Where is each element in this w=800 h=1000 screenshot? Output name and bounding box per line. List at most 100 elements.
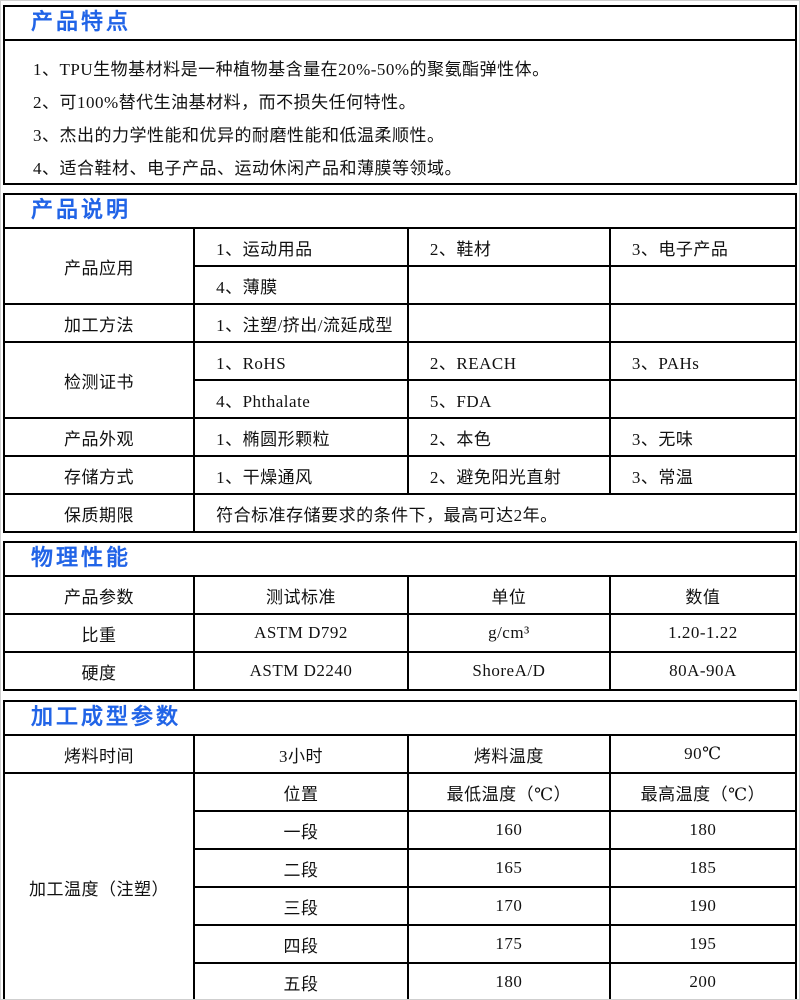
desc-cell: 1、运动用品 [193,227,409,267]
desc-cell: 4、薄膜 [193,265,409,305]
table-row: 三段 170 190 [4,886,798,926]
desc-cell-empty [608,265,798,305]
desc-row-label-certificates: 检测证书 [2,341,196,419]
feature-item: 4、适合鞋材、电子产品、运动休闲产品和薄膜等领域。 [33,159,462,178]
bake-time-value: 3小时 [193,734,409,774]
desc-cell: 3、常温 [608,455,798,495]
temp-min-value: 180 [406,962,611,999]
table-row: 硬度 ASTM D2240 ShoreA/D 80A-90A [2,651,798,691]
table-row: 加工温度（注塑） 位置 最低温度（℃） 最高温度（℃） [2,772,798,999]
desc-cell: 5、FDA [406,379,611,419]
desc-cell: 3、PAHs [608,341,798,381]
stage-label: 五段 [193,962,409,999]
table-row: 四段 175 195 [4,924,798,964]
temp-col-header: 最高温度（℃） [608,772,798,812]
section-title-physical: 物理性能 [31,545,132,570]
feature-item: 3、杰出的力学性能和优异的耐磨性能和低温柔顺性。 [33,126,445,145]
desc-cell: 2、本色 [406,417,611,457]
desc-cell: 3、电子产品 [608,227,798,267]
physical-unit: g/cm³ [406,613,611,653]
desc-cell: 2、鞋材 [406,227,611,267]
desc-cell-empty [406,303,611,343]
desc-row-label-appearance: 产品外观 [2,417,196,457]
description-header-box: 产品说明 [3,193,797,229]
temp-max-value: 200 [608,962,798,999]
desc-cell: 2、REACH [406,341,611,381]
desc-cell: 1、椭圆形颗粒 [193,417,409,457]
table-row: 烤料时间 3小时 烤料温度 90℃ [2,734,798,774]
desc-cell: 1、RoHS [193,341,409,381]
table-row: 比重 ASTM D792 g/cm³ 1.20-1.22 [2,613,798,653]
physical-col-header: 产品参数 [2,575,196,615]
physical-properties-table: 产品参数 测试标准 单位 数值 比重 ASTM D792 g/cm³ 1.20-… [2,575,798,691]
section-molding-parameters: 加工成型参数 烤料时间 3小时 烤料温度 90℃ 加工温度（注塑） 位置 最低温… [2,700,798,999]
physical-col-header: 数值 [608,575,798,615]
desc-cell: 2、避免阳光直射 [406,455,611,495]
physical-unit: ShoreA/D [406,651,611,691]
physical-value: 80A-90A [608,651,798,691]
injection-temp-label: 加工温度（注塑） [2,772,196,999]
bake-time-label: 烤料时间 [2,734,196,774]
section-product-description: 产品说明 产品应用 1、运动用品 2、鞋材 3、电子产品 4、薄膜 加工方法 1… [2,193,798,533]
desc-cell: 4、Phthalate [193,379,409,419]
table-row: 产品外观 1、椭圆形颗粒 2、本色 3、无味 [2,417,798,457]
stage-label: 一段 [193,810,409,850]
physical-value: 1.20-1.22 [608,613,798,653]
temp-max-value: 180 [608,810,798,850]
table-row: 存储方式 1、干燥通风 2、避免阳光直射 3、常温 [2,455,798,495]
table-row: 4、薄膜 [4,265,798,305]
temp-min-value: 170 [406,886,611,926]
table-row: 五段 180 200 [4,962,798,999]
physical-test-standard: ASTM D792 [193,613,409,653]
physical-col-header: 测试标准 [193,575,409,615]
section-product-features: 产品特点 1、TPU生物基材料是一种植物基含量在20%-50%的聚氨酯弹性体。 … [3,5,797,185]
desc-cell: 1、注塑/挤出/流延成型 [193,303,409,343]
features-list: 1、TPU生物基材料是一种植物基含量在20%-50%的聚氨酯弹性体。 2、可10… [3,39,797,185]
table-row: 检测证书 1、RoHS 2、REACH 3、PAHs [2,341,798,419]
table-row: 加工方法 1、注塑/挤出/流延成型 [2,303,798,343]
features-header-box: 产品特点 [3,5,797,41]
section-title-molding: 加工成型参数 [31,704,182,729]
physical-param-name: 硬度 [2,651,196,691]
table-row: 保质期限 符合标准存储要求的条件下，最高可达2年。 [2,493,797,533]
desc-row-label-application: 产品应用 [2,227,196,305]
molding-parameters-table: 烤料时间 3小时 烤料温度 90℃ 加工温度（注塑） 位置 最低温度（℃） 最高… [2,734,798,999]
desc-cell-empty [608,303,798,343]
desc-cell-shelf-life: 符合标准存储要求的条件下，最高可达2年。 [193,493,797,533]
bake-temp-value: 90℃ [608,734,798,774]
temp-max-value: 190 [608,886,798,926]
section-physical-properties: 物理性能 产品参数 测试标准 单位 数值 比重 ASTM D792 g/cm³ … [2,541,798,691]
bake-temp-label: 烤料温度 [406,734,611,774]
description-table: 产品应用 1、运动用品 2、鞋材 3、电子产品 4、薄膜 加工方法 1、注塑/挤… [2,227,798,533]
temp-min-value: 175 [406,924,611,964]
stage-label: 四段 [193,924,409,964]
temp-min-value: 165 [406,848,611,888]
molding-header-box: 加工成型参数 [3,700,797,736]
table-row: 一段 160 180 [4,810,798,850]
table-row: 产品应用 1、运动用品 2、鞋材 3、电子产品 [2,227,798,305]
physical-test-standard: ASTM D2240 [193,651,409,691]
desc-row-label-shelf-life: 保质期限 [2,493,196,533]
temp-max-value: 195 [608,924,798,964]
desc-cell-empty [608,379,798,419]
table-row: 二段 165 185 [4,848,798,888]
stage-label: 三段 [193,886,409,926]
temp-max-value: 185 [608,848,798,888]
feature-item: 2、可100%替代生油基材料，而不损失任何特性。 [33,93,417,112]
temp-col-header: 最低温度（℃） [406,772,611,812]
feature-item: 1、TPU生物基材料是一种植物基含量在20%-50%的聚氨酯弹性体。 [33,60,550,79]
desc-cell: 1、干燥通风 [193,455,409,495]
desc-row-label-method: 加工方法 [2,303,196,343]
physical-param-name: 比重 [2,613,196,653]
temp-col-header: 位置 [193,772,409,812]
physical-header-box: 物理性能 [3,541,797,577]
physical-col-header: 单位 [406,575,611,615]
section-title-description: 产品说明 [31,197,132,222]
temp-min-value: 160 [406,810,611,850]
desc-cell: 3、无味 [608,417,798,457]
table-row: 4、Phthalate 5、FDA [4,379,798,419]
stage-label: 二段 [193,848,409,888]
desc-row-label-storage: 存储方式 [2,455,196,495]
table-header-row: 产品参数 测试标准 单位 数值 [2,575,798,615]
